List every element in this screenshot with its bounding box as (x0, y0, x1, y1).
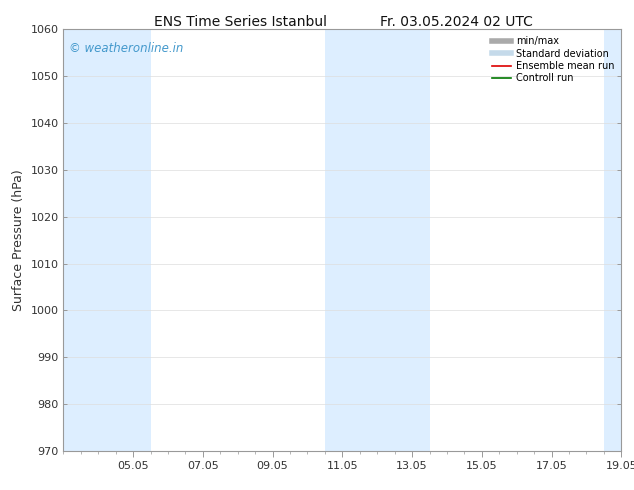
Text: © weatheronline.in: © weatheronline.in (69, 42, 183, 55)
Bar (604, 29, 621, 451)
Bar (325, 29, 429, 451)
Y-axis label: Surface Pressure (hPa): Surface Pressure (hPa) (12, 169, 25, 311)
Bar (63, 29, 150, 451)
Text: ENS Time Series Istanbul: ENS Time Series Istanbul (155, 15, 327, 29)
Text: Fr. 03.05.2024 02 UTC: Fr. 03.05.2024 02 UTC (380, 15, 533, 29)
Legend: min/max, Standard deviation, Ensemble mean run, Controll run: min/max, Standard deviation, Ensemble me… (489, 34, 616, 85)
